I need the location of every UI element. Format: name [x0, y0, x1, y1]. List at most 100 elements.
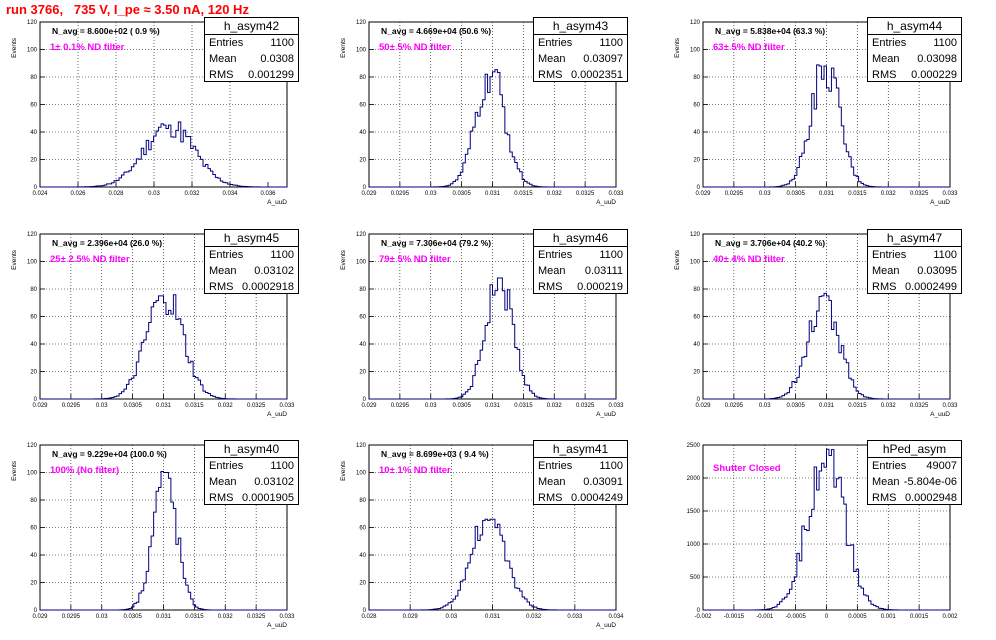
x-tick-label: 0.03: [96, 403, 108, 409]
rms-label: RMS: [209, 69, 234, 81]
histogram-pad-hPed_asym: -0.002 -0.0015 -0.001 -0.0005 0 0.0005 0.001 0.…: [663, 440, 962, 640]
histogram-name: h_asym44: [868, 18, 961, 35]
x-tick-label: 0.0325: [910, 191, 929, 197]
stat-box: h_asym43 Entries 1100 Mean 0.03097 RMS 0.00023…: [533, 17, 628, 82]
y-tick-label: 100: [356, 48, 367, 54]
histogram-line: [40, 470, 287, 611]
mean-label: Mean: [209, 265, 237, 277]
y-axis-title: Events: [340, 249, 347, 270]
entries-value: 1100: [599, 37, 623, 49]
y-tick-label: 120: [356, 232, 367, 238]
x-tick-label: 0.033: [608, 191, 624, 197]
entries-label: Entries: [209, 249, 244, 261]
x-tick-label: -0.0005: [785, 614, 806, 620]
navg-label: N_avg = 2.396e+04 (26.0 %): [52, 238, 163, 248]
x-tick-label: 0.031: [485, 614, 501, 620]
y-tick-label: 120: [356, 443, 367, 449]
y-tick-label: 80: [693, 287, 700, 293]
stat-box: hPed_asym Entries 49007 Mean -5.804e-06 RMS 0.…: [867, 440, 962, 505]
y-tick-label: 80: [359, 287, 366, 293]
x-tick-label: 0.031: [156, 403, 172, 409]
mean-label: Mean: [209, 476, 237, 488]
y-tick-label: 20: [359, 158, 366, 164]
x-tick-label: 0.03: [759, 403, 771, 409]
y-tick-label: 0: [697, 397, 701, 403]
x-tick-label: -0.0015: [724, 614, 745, 620]
mean-label: Mean: [538, 53, 566, 65]
histogram-name: h_asym47: [868, 230, 961, 247]
x-tick-label: 0.0305: [452, 403, 471, 409]
y-tick-label: 1000: [687, 542, 701, 548]
filter-label: 100% (No filter): [50, 465, 120, 476]
y-tick-label: 500: [690, 575, 701, 581]
x-tick-label: 0.0325: [247, 614, 266, 620]
x-axis-title: A_uuD: [267, 622, 287, 629]
stat-box: h_asym45 Entries 1100 Mean 0.03102 RMS 0.00029…: [204, 229, 299, 294]
x-tick-label: 0.0315: [848, 403, 867, 409]
y-tick-label: 0: [363, 397, 367, 403]
mean-value: 0.03091: [583, 476, 623, 488]
x-tick-label: 0: [825, 614, 829, 620]
x-tick-label: 0.03: [445, 614, 457, 620]
y-axis-title: Events: [11, 460, 18, 481]
histogram-pad-h_asym46: 0.029 0.0295 0.03 0.0305 0.031 0.0315 0.032 0.0…: [329, 229, 628, 429]
y-tick-label: 40: [359, 553, 366, 559]
x-tick-label: 0.031: [819, 191, 835, 197]
y-tick-label: 20: [693, 158, 700, 164]
rms-value: 0.001299: [248, 69, 294, 81]
x-tick-label: 0.033: [279, 403, 295, 409]
y-tick-label: 20: [693, 370, 700, 376]
navg-label: N_avg = 9.229e+04 (100.0 %): [52, 449, 167, 459]
x-tick-label: 0.033: [608, 403, 624, 409]
x-tick-label: 0.0295: [391, 403, 410, 409]
mean-value: 0.03097: [583, 53, 623, 65]
navg-label: N_avg = 3.706e+04 (40.2 %): [715, 238, 826, 248]
x-tick-label: 0.032: [184, 191, 200, 197]
histogram-svg-hPed_asym: -0.002 -0.0015 -0.001 -0.0005 0 0.0005 0.001 0.…: [687, 443, 959, 620]
rms-value: 0.000229: [911, 69, 957, 81]
histogram-svg-h_asym47: 0.029 0.0295 0.03 0.0305 0.031 0.0315 0.032 0.0…: [674, 232, 958, 418]
y-tick-label: 2500: [687, 443, 701, 449]
x-tick-label: 0.032: [526, 614, 542, 620]
x-tick-label: 0.0325: [576, 191, 595, 197]
x-tick-label: 0.0305: [786, 403, 805, 409]
y-tick-label: 80: [30, 75, 37, 81]
navg-label: N_avg = 7.306e+04 (79.2 %): [381, 238, 492, 248]
mean-value: 0.03095: [917, 265, 957, 277]
navg-label: N_avg = 8.699e+03 ( 9.4 %): [381, 449, 489, 459]
entries-value: 1100: [933, 249, 957, 261]
x-tick-label: -0.001: [756, 614, 774, 620]
y-tick-label: 60: [30, 103, 37, 109]
y-tick-label: 0: [697, 185, 701, 191]
y-tick-label: 80: [30, 287, 37, 293]
stat-box: h_asym40 Entries 1100 Mean 0.03102 RMS 0.00019…: [204, 440, 299, 505]
stat-box: h_asym44 Entries 1100 Mean 0.03098 RMS 0.00022…: [867, 17, 962, 82]
histogram-line: [703, 64, 950, 188]
y-axis-title: Events: [674, 249, 681, 270]
x-tick-label: 0.024: [32, 191, 48, 197]
histogram-name: h_asym40: [205, 441, 298, 458]
histogram-pad-h_asym41: 0.028 0.029 0.03 0.031 0.032 0.033 0.034 0 20 40 6…: [329, 440, 628, 640]
mean-label: Mean: [538, 476, 566, 488]
y-tick-label: 40: [30, 342, 37, 348]
y-tick-label: 120: [27, 20, 38, 26]
y-tick-label: 40: [30, 553, 37, 559]
x-tick-label: 0.029: [403, 614, 419, 620]
x-tick-label: 0.029: [32, 614, 48, 620]
x-tick-label: 0.0295: [391, 191, 410, 197]
x-axis-title: A_uuD: [930, 411, 950, 418]
mean-value: 0.0308: [260, 53, 294, 65]
x-tick-label: 0.03: [425, 191, 437, 197]
x-axis-title: A_uuD: [596, 411, 616, 418]
mean-value: 0.03111: [584, 265, 623, 277]
x-tick-label: 0.0315: [514, 191, 533, 197]
histogram-svg-h_asym43: 0.029 0.0295 0.03 0.0305 0.031 0.0315 0.032 0.0…: [340, 20, 624, 206]
y-tick-label: 100: [356, 260, 367, 266]
y-tick-label: 100: [27, 471, 38, 477]
histogram-name: h_asym45: [205, 230, 298, 247]
x-tick-label: 0.028: [108, 191, 124, 197]
y-tick-label: 1500: [687, 509, 701, 515]
x-tick-label: 0.031: [485, 403, 501, 409]
x-tick-label: 0.0315: [848, 191, 867, 197]
x-tick-label: 0.0295: [725, 191, 744, 197]
